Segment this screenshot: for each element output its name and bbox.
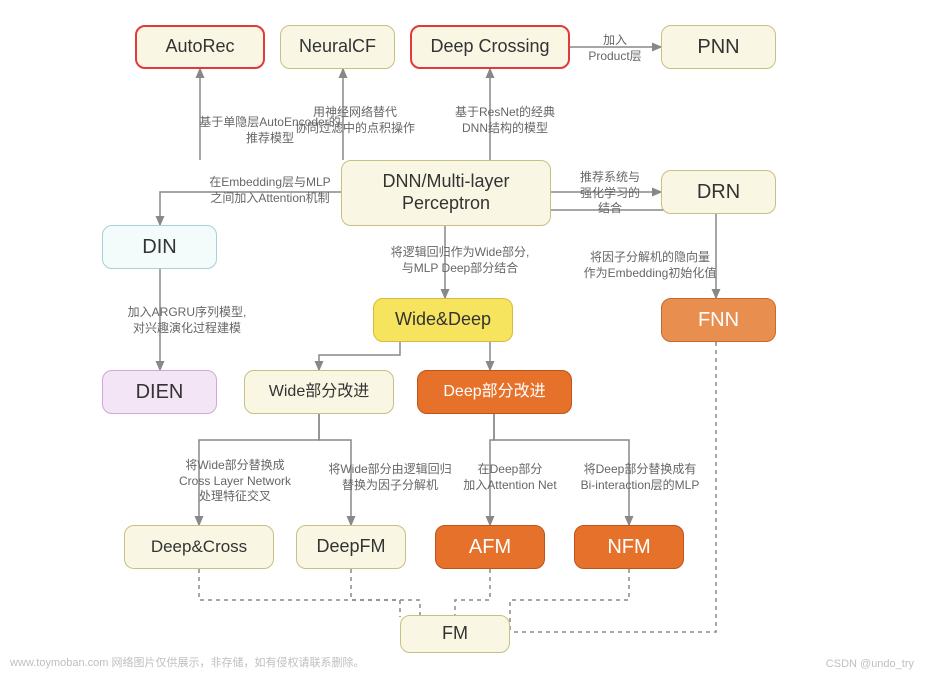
edge-label-l_fnn: 将因子分解机的隐向量 作为Embedding初始化值 bbox=[560, 250, 740, 281]
node-fnn: FNN bbox=[661, 298, 776, 342]
node-autorec: AutoRec bbox=[135, 25, 265, 69]
node-wideimp: Wide部分改进 bbox=[244, 370, 394, 414]
edge-16 bbox=[351, 569, 420, 617]
edge-label-l_dien: 加入ARGRU序列模型, 对兴趣演化过程建模 bbox=[102, 305, 272, 336]
edge-9 bbox=[319, 342, 400, 370]
edge-label-l_widedeep: 将逻辑回归作为Wide部分, 与MLP Deep部分结合 bbox=[370, 245, 550, 276]
edge-label-l_afm: 在Deep部分 加入Attention Net bbox=[440, 462, 580, 493]
node-pnn: PNN bbox=[661, 25, 776, 69]
node-fm: FM bbox=[400, 615, 510, 653]
edge-label-l_pnn: 加入 Product层 bbox=[580, 33, 650, 64]
edge-label-l_nfm: 将Deep部分替换成有 Bi-interaction层的MLP bbox=[560, 462, 720, 493]
watermark-right: CSDN @undo_try bbox=[826, 658, 914, 670]
edge-label-l_din: 在Embedding层与MLP 之间加入Attention机制 bbox=[190, 175, 350, 206]
edge-label-l_drn: 推荐系统与 强化学习的 结合 bbox=[570, 170, 650, 217]
node-deepimp: Deep部分改进 bbox=[417, 370, 572, 414]
node-neuralcf: NeuralCF bbox=[280, 25, 395, 69]
watermark-left: www.toymoban.com 网络图片仅供展示，非存储，如有侵权请联系删除。 bbox=[10, 654, 364, 670]
edge-label-l_neuralcf: 用神经网络替代 协同过滤中的点积操作 bbox=[280, 105, 430, 136]
node-din: DIN bbox=[102, 225, 217, 269]
node-drn: DRN bbox=[661, 170, 776, 214]
node-afm: AFM bbox=[435, 525, 545, 569]
node-deepcross: Deep&Cross bbox=[124, 525, 274, 569]
node-deepcrossing: Deep Crossing bbox=[410, 25, 570, 69]
edge-label-l_deepcross: 将Wide部分替换成 Cross Layer Network 处理特征交叉 bbox=[155, 458, 315, 505]
node-nfm: NFM bbox=[574, 525, 684, 569]
node-dnn: DNN/Multi-layer Perceptron bbox=[341, 160, 551, 226]
edge-17 bbox=[455, 569, 490, 617]
node-dien: DIEN bbox=[102, 370, 217, 414]
edge-18 bbox=[510, 569, 629, 632]
edge-label-l_deepcrossing: 基于ResNet的经典 DNN结构的模型 bbox=[430, 105, 580, 136]
edge-15 bbox=[199, 569, 400, 617]
node-widedeep: Wide&Deep bbox=[373, 298, 513, 342]
node-deepfm: DeepFM bbox=[296, 525, 406, 569]
